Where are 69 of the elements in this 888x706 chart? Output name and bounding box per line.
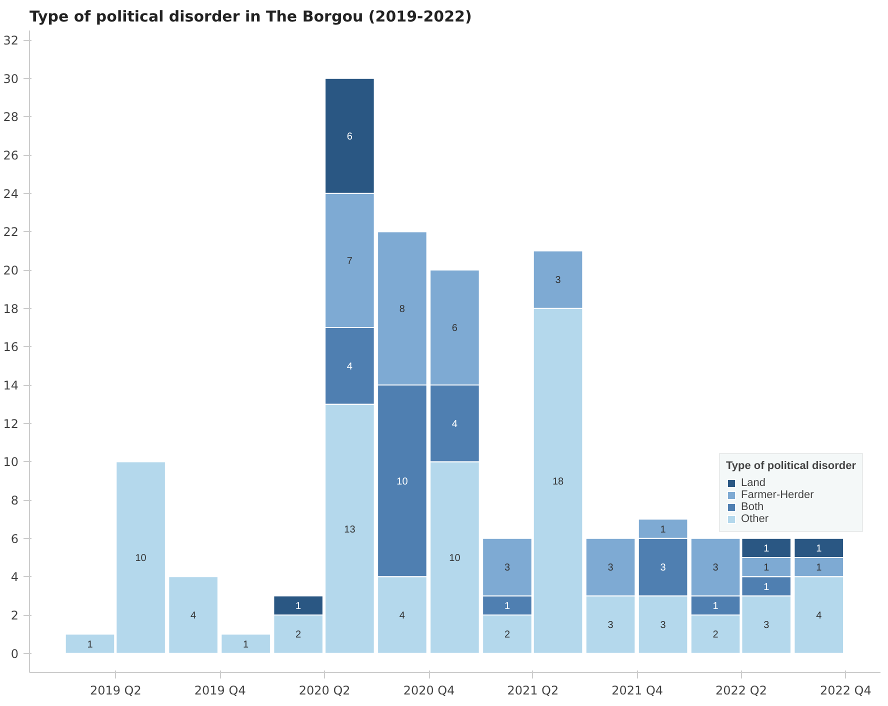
data-label: 10 — [396, 476, 408, 488]
data-label: 3 — [555, 275, 562, 286]
data-label: 1 — [816, 562, 822, 574]
data-label: 1 — [764, 562, 770, 574]
x-tick-label: 2022 Q4 — [820, 684, 872, 698]
data-label: 7 — [346, 256, 353, 267]
data-label: 1 — [296, 600, 302, 612]
legend-label: Both — [741, 501, 764, 513]
y-tick-label: 2 — [10, 608, 19, 623]
data-label: 3 — [660, 620, 666, 632]
data-label: 2 — [296, 630, 302, 641]
y-tick-label: 6 — [10, 532, 19, 546]
x-tick-label: 2022 Q2 — [716, 684, 767, 698]
data-label: 3 — [712, 562, 719, 574]
data-label: 1 — [87, 639, 94, 650]
data-label: 1 — [764, 543, 770, 554]
y-tick-label: 0 — [10, 646, 19, 661]
data-label: 4 — [399, 610, 406, 622]
bar — [220, 634, 271, 654]
y-tick-label: 22 — [3, 225, 19, 240]
data-label: 13 — [344, 524, 356, 536]
bar — [168, 576, 218, 654]
legend-title: Type of political disorder — [726, 460, 856, 472]
chart-title: Type of political disorder in The Borgou (2019-2022) — [30, 8, 472, 26]
data-label: 2 — [504, 630, 510, 641]
y-tick-label: 30 — [3, 72, 19, 86]
data-label: 1 — [764, 582, 770, 593]
data-label: 3 — [504, 562, 510, 574]
data-label: 1 — [660, 524, 666, 536]
data-label: 3 — [608, 620, 614, 632]
y-tick-label: 12 — [3, 416, 19, 431]
data-label: 3 — [764, 620, 770, 632]
y-tick-label: 4 — [10, 570, 19, 584]
data-label: 6 — [346, 131, 353, 142]
y-tick-label: 32 — [3, 34, 19, 48]
y-tick-label: 26 — [3, 148, 19, 163]
y-tick-label: 20 — [3, 264, 19, 278]
data-label: 1 — [816, 543, 822, 554]
legend-label: Farmer-Herder — [741, 489, 814, 501]
y-tick-label: 24 — [3, 186, 19, 201]
x-tick-label: 2020 Q4 — [403, 684, 455, 698]
y-tick-label: 16 — [3, 340, 19, 354]
x-tick-label: 2020 Q2 — [298, 684, 350, 698]
x-tick-label: 2019 Q2 — [90, 684, 142, 698]
data-label: 1 — [243, 639, 250, 650]
data-label: 18 — [552, 476, 564, 488]
y-tick-label: 28 — [3, 110, 19, 124]
data-label: 4 — [816, 610, 822, 622]
data-label: 1 — [504, 600, 510, 612]
data-label: 3 — [660, 562, 666, 574]
y-tick-label: 10 — [3, 455, 19, 470]
x-tick-label: 2021 Q2 — [507, 684, 559, 698]
data-label: 4 — [346, 361, 353, 372]
data-label: 3 — [608, 562, 614, 574]
y-tick-label: 8 — [10, 494, 19, 508]
x-tick-label: 2021 Q4 — [612, 684, 664, 698]
data-label: 2 — [712, 630, 719, 641]
y-tick-label: 18 — [3, 302, 19, 316]
data-label: 8 — [399, 304, 406, 315]
legend-label: Land — [741, 477, 766, 489]
data-label: 6 — [452, 323, 458, 334]
data-label: 1 — [712, 600, 719, 612]
data-label: 10 — [449, 553, 461, 564]
data-label: 4 — [190, 610, 197, 622]
x-tick-label: 2019 Q4 — [194, 684, 246, 698]
data-label: 10 — [135, 553, 147, 564]
y-tick-label: 14 — [3, 378, 19, 393]
legend-label: Other — [741, 513, 769, 525]
data-label: 4 — [452, 418, 458, 430]
